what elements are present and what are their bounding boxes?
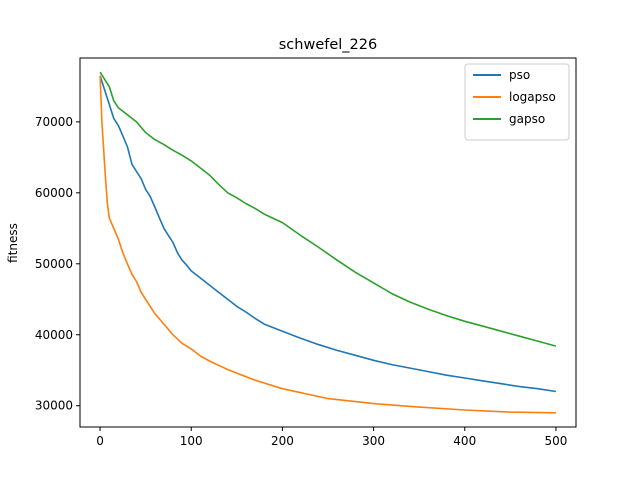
legend: pso logapso gapso: [464, 63, 570, 141]
y-tick-label: 30000: [35, 399, 73, 413]
series-line-pso: [99, 75, 557, 393]
plot-area: [99, 71, 557, 414]
legend-label-logapso: logapso: [509, 90, 556, 104]
axes: 0 100 200 300 400 500 30000 40000 50000 60000 7000…: [35, 57, 577, 448]
y-tick-label: 70000: [35, 115, 73, 129]
series-line-gapso: [99, 71, 557, 347]
y-axis-label: fitness: [6, 223, 20, 263]
x-tick-label: 100: [180, 434, 203, 448]
legend-box: [464, 63, 570, 141]
legend-label-pso: pso: [509, 68, 530, 82]
chart-title: schwefel_226: [279, 37, 377, 53]
x-tick-label: 300: [362, 434, 385, 448]
y-tick-label: 40000: [35, 328, 73, 342]
y-tick-label: 60000: [35, 186, 73, 200]
x-tick-label: 200: [271, 434, 294, 448]
x-tick-label: 400: [453, 434, 476, 448]
axes-frame: [79, 57, 577, 428]
x-tick-label: 500: [544, 434, 567, 448]
series-line-logapso: [99, 75, 556, 414]
legend-label-gapso: gapso: [509, 112, 545, 126]
x-tick-label: 0: [96, 434, 104, 448]
y-tick-label: 50000: [35, 257, 73, 271]
